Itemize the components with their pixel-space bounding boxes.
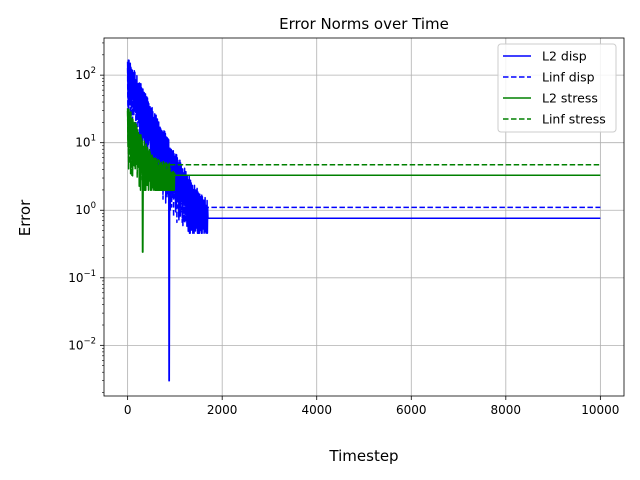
y-tick-label-1: 10−1 [68, 269, 96, 285]
x-tick-label-2: 4000 [301, 403, 332, 417]
x-tick-label-3: 6000 [396, 403, 427, 417]
legend: L2 disp Linf disp L2 stress Linf stress [497, 43, 617, 133]
y-tick-label-2: 100 [75, 201, 96, 217]
legend-label-2: L2 stress [542, 91, 598, 106]
x-axis-label: Timestep [328, 447, 398, 465]
y-axis-ticks: 10−2 10−1 100 101 102 [68, 42, 104, 393]
legend-label-3: Linf stress [542, 112, 606, 127]
series-layer [126, 59, 601, 382]
series-line-linf-stress [126, 110, 601, 181]
y-tick-label-0: 10−2 [68, 336, 96, 352]
x-tick-label-0: 0 [124, 403, 132, 417]
x-tick-label-1: 2000 [207, 403, 238, 417]
y-tick-label-4: 102 [75, 66, 96, 82]
x-tick-label-4: 8000 [491, 403, 522, 417]
y-tick-label-3: 101 [75, 134, 96, 150]
legend-label-1: Linf disp [542, 70, 595, 85]
series-line-linf-disp [126, 64, 601, 224]
x-tick-label-5: 10000 [581, 403, 619, 417]
chart-title: Error Norms over Time [279, 15, 449, 33]
y-axis-label: Error [16, 199, 34, 236]
legend-box [497, 43, 617, 133]
x-axis-ticks: 0 2000 4000 6000 8000 10000 [124, 396, 619, 417]
legend-label-0: L2 disp [542, 49, 587, 64]
